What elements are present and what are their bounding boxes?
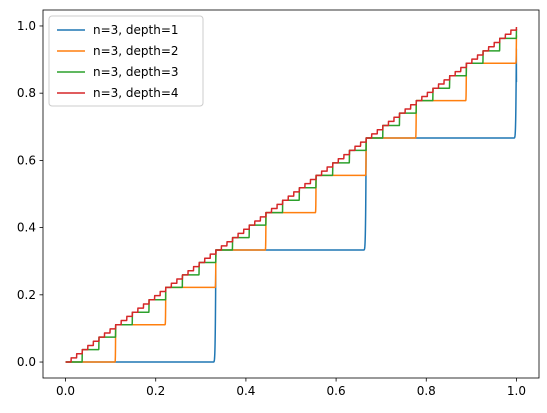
y-tick-label: 0.2	[17, 288, 36, 302]
y-tick-label: 1.0	[17, 19, 36, 33]
series-line-depth-2	[64, 35, 518, 363]
x-tick-label: 0.2	[146, 384, 165, 398]
y-tick-label: 0.4	[17, 221, 36, 235]
legend-label: n=3, depth=3	[93, 65, 179, 79]
x-tick-label: 0.8	[417, 384, 436, 398]
x-tick-label: 0.4	[236, 384, 255, 398]
legend-box	[48, 15, 204, 107]
legend-label: n=3, depth=2	[93, 44, 179, 58]
x-tick-label: 0.6	[327, 384, 346, 398]
y-axis: 0.0 0.2 0.4 0.6 0.8 1.0	[17, 19, 43, 369]
legend-label: n=3, depth=1	[93, 23, 179, 37]
y-tick-label: 0.8	[17, 86, 36, 100]
series-line-depth-3	[64, 28, 518, 363]
y-tick-label: 0.6	[17, 153, 36, 167]
legend-label: n=3, depth=4	[93, 86, 179, 100]
x-axis: 0.0 0.2 0.4 0.6 0.8 1.0	[56, 378, 526, 398]
series-line-depth-4	[64, 26, 518, 363]
series-line-depth-1	[64, 48, 518, 363]
series-layer	[64, 26, 518, 363]
x-tick-label: 1.0	[507, 384, 526, 398]
y-tick-label: 0.0	[17, 355, 36, 369]
legend: n=3, depth=1 n=3, depth=2 n=3, depth=3 n=3,…	[48, 15, 204, 107]
x-tick-label: 0.0	[56, 384, 75, 398]
